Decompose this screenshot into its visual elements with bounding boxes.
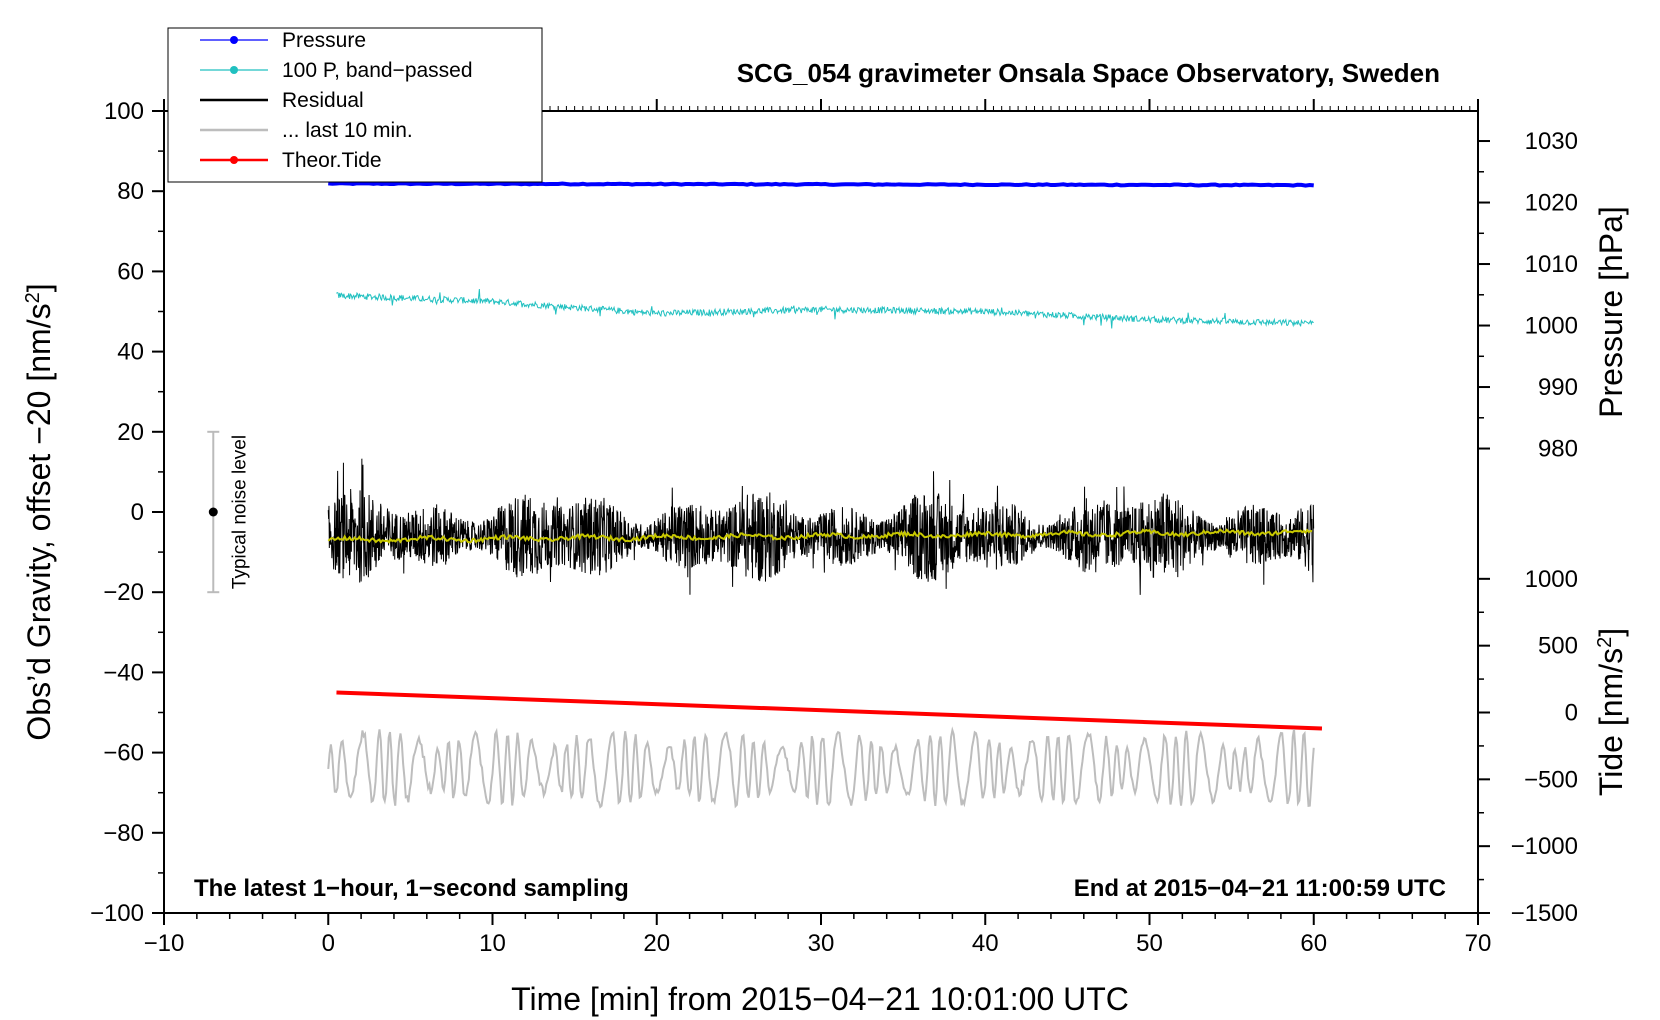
y-tick-label: −80 (103, 820, 144, 847)
y-tick-label: −100 (90, 900, 144, 927)
pressure-tick-label: 1030 (1525, 128, 1578, 155)
x-tick-label: 10 (479, 930, 506, 957)
pressure-tick-label: 1000 (1525, 313, 1578, 340)
y-axis-ticks: −100 −80 −60 −40 −20 0 20 40 60 80 100 (90, 98, 164, 927)
noise-level-marker: Typical noise level (207, 430, 250, 594)
y-tick-label: −60 (103, 740, 144, 767)
y-tick-label: 80 (117, 178, 144, 205)
last-10-min-line (327, 726, 1315, 809)
legend-label: Residual (282, 89, 364, 112)
tide-tick-label: 500 (1538, 633, 1578, 660)
y-tick-label: −20 (103, 579, 144, 606)
pressure-tick-label: 1020 (1525, 190, 1578, 217)
pressure-tick-label: 990 (1538, 374, 1578, 401)
legend-label: Theor.Tide (282, 149, 382, 172)
y-axis-title: Obs’d Gravity, offset −20 [nm/s2] (21, 283, 57, 740)
tide-tick-label: 0 (1565, 700, 1578, 727)
tide-axis-title: Tide [nm/s2] (1593, 628, 1629, 796)
x-tick-label: 30 (808, 930, 835, 957)
series-layer (327, 181, 1323, 809)
pressure-axis-ticks: 980 990 1000 1010 1020 1030 (1478, 128, 1578, 463)
tide-axis-ticks: −1500 −1000 −500 0 500 1000 (1478, 566, 1578, 927)
residual-smoothed-line (327, 528, 1313, 544)
x-axis-ticks: −10 0 10 20 30 40 50 60 70 (144, 99, 1492, 957)
x-tick-label: 70 (1465, 930, 1492, 957)
tide-axis-title-main: Tide [nm/s (1593, 648, 1629, 796)
x-tick-label: 20 (643, 930, 670, 957)
y-tick-label: 40 (117, 339, 144, 366)
tide-tick-label: −1000 (1511, 833, 1578, 860)
x-tick-label: 50 (1136, 930, 1163, 957)
x-tick-label: 60 (1300, 930, 1327, 957)
pressure-tick-label: 1010 (1525, 251, 1578, 278)
legend-swatch-marker (230, 66, 238, 74)
pressure-tick-label: 980 (1538, 436, 1578, 463)
sampling-note: The latest 1−hour, 1−second sampling (194, 875, 629, 902)
plot-frame (163, 110, 1479, 914)
tide-axis-title-superscript: 2 (1594, 637, 1616, 648)
x-tick-label: 40 (972, 930, 999, 957)
y-axis-title-main: Obs’d Gravity, offset −20 [nm/s (21, 303, 57, 740)
y-axis-title-tail: ] (21, 283, 57, 292)
residual-line (327, 458, 1315, 595)
legend-swatch-marker (230, 36, 238, 44)
y-tick-label: 60 (117, 258, 144, 285)
band-passed-pressure-line (336, 288, 1314, 329)
x-tick-label: −10 (144, 930, 185, 957)
y-tick-label: 100 (104, 98, 144, 125)
pressure-axis-title: Pressure [hPa] (1593, 206, 1629, 418)
x-tick-label: 0 (322, 930, 335, 957)
y-axis-title-superscript: 2 (22, 292, 44, 303)
legend-label: ... last 10 min. (282, 119, 413, 142)
y-tick-label: 20 (117, 419, 144, 446)
legend: Pressure 100 P, band−passed Residual ... la… (167, 27, 543, 183)
tide-axis-title-tail: ] (1593, 628, 1629, 637)
chart-title: SCG_054 gravimeter Onsala Space Observat… (737, 58, 1440, 88)
x-axis-title: Time [min] from 2015−04−21 10:01:00 UTC (511, 981, 1129, 1017)
end-time-note: End at 2015−04−21 11:00:59 UTC (1074, 875, 1446, 902)
tide-tick-label: −500 (1524, 766, 1578, 793)
noise-level-dot (208, 507, 218, 517)
pressure-line (328, 181, 1314, 188)
y-tick-label: 0 (131, 499, 144, 526)
theoretical-tide-line (336, 690, 1323, 731)
tide-tick-label: 1000 (1525, 566, 1578, 593)
noise-level-label: Typical noise level (229, 435, 250, 589)
legend-swatch-marker (230, 156, 238, 164)
y-tick-label: −40 (103, 659, 144, 686)
legend-entries: Pressure 100 P, band−passed Residual ... la… (200, 29, 473, 172)
legend-label: 100 P, band−passed (282, 59, 473, 82)
legend-label: Pressure (282, 29, 366, 52)
tide-tick-label: −1500 (1511, 900, 1578, 927)
legend-box (167, 27, 543, 183)
